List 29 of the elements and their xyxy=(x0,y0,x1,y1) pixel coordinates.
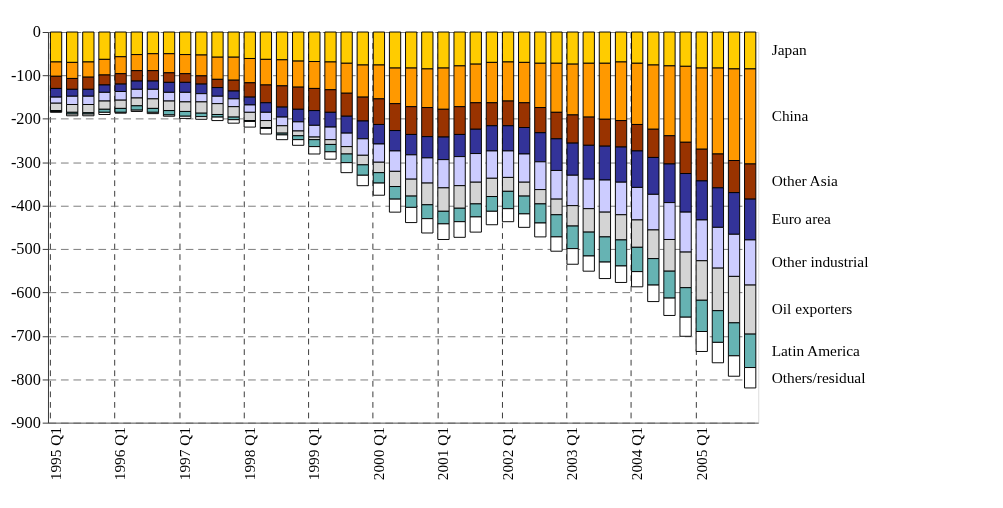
x-tick-label: 2004 Q1 xyxy=(627,426,645,481)
x-tick-label: 1995 Q1 xyxy=(46,426,64,481)
y-tick-label: -700 xyxy=(10,326,41,346)
x-tick-label: 2000 Q1 xyxy=(369,426,387,481)
x-tick-label: 2005 Q1 xyxy=(692,426,710,481)
y-tick-label: -100 xyxy=(10,65,41,85)
y-tick-label: -400 xyxy=(10,195,41,215)
x-tick-label: 1998 Q1 xyxy=(240,426,258,481)
series-label: Other industrial xyxy=(771,253,869,271)
x-tick-label: 2003 Q1 xyxy=(563,426,581,481)
x-tick-label: 1996 Q1 xyxy=(111,426,129,481)
x-tick-label: 1997 Q1 xyxy=(176,426,193,481)
y-tick-label: -600 xyxy=(10,282,41,302)
series-label: Latin America xyxy=(771,341,861,359)
y-tick-label: -800 xyxy=(10,369,41,389)
x-tick-label: 2002 Q1 xyxy=(498,426,516,481)
series-label: Oil exporters xyxy=(771,300,853,318)
series-label: Euro area xyxy=(771,210,832,228)
y-tick-label: -200 xyxy=(10,109,41,129)
y-tick-label: -300 xyxy=(10,152,41,172)
y-tick-label: 0 xyxy=(32,22,41,42)
series-label: Others/residual xyxy=(771,368,866,386)
y-tick-label: -500 xyxy=(10,239,41,259)
y-tick-label: -900 xyxy=(10,412,41,432)
series-label: Japan xyxy=(771,41,807,59)
series-label: Other Asia xyxy=(771,172,838,190)
x-tick-label: 1999 Q1 xyxy=(305,426,323,481)
x-tick-label: 2001 Q1 xyxy=(434,426,452,481)
series-label: China xyxy=(771,107,809,125)
